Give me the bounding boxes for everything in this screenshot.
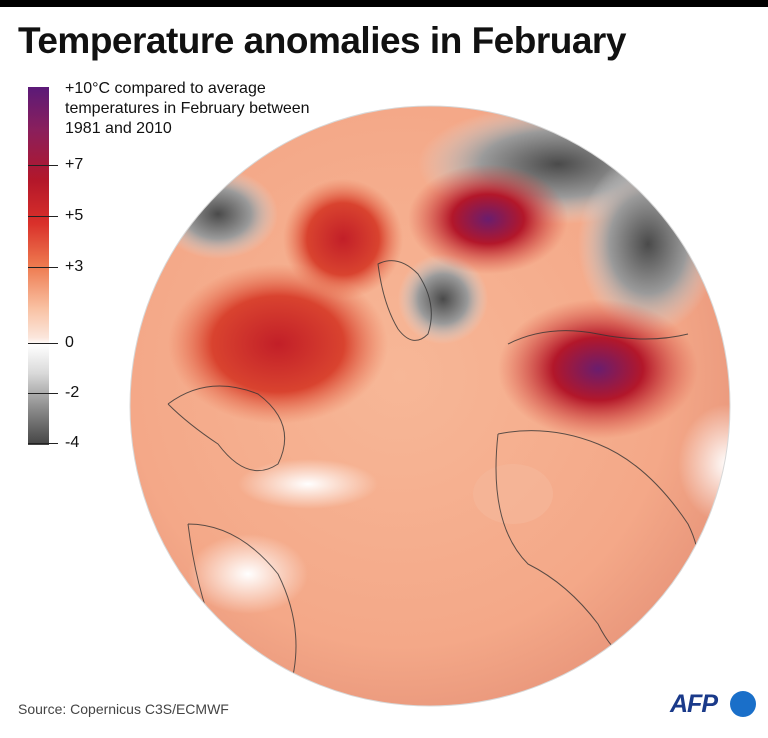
legend-tick xyxy=(28,216,58,217)
page-title: Temperature anomalies in February xyxy=(18,20,626,61)
legend-tick xyxy=(28,443,58,444)
hot-area-europe xyxy=(498,299,698,439)
legend-tick-label: -4 xyxy=(65,434,80,451)
warm-area-canada-arctic xyxy=(283,179,403,299)
legend-tick-label: 0 xyxy=(65,334,74,351)
source-credit: Source: Copernicus C3S/ECMWF xyxy=(18,701,229,717)
globe-map xyxy=(129,105,731,707)
legend-tick-label: +7 xyxy=(65,156,84,173)
legend-color-scale xyxy=(28,87,49,445)
legend-tick-label: -2 xyxy=(65,384,80,401)
legend-tick-label: +5 xyxy=(65,207,84,224)
color-legend: +10°C compared to average temperatures i… xyxy=(28,80,328,455)
globe-edge xyxy=(129,105,731,707)
legend-tick xyxy=(28,343,58,344)
europe-outline xyxy=(507,330,689,345)
mild-area-africa xyxy=(473,464,553,524)
afp-logo-text: AFP xyxy=(670,690,718,718)
legend-note: +10°C compared to average temperatures i… xyxy=(65,80,310,137)
cold-area-greenland xyxy=(398,254,488,344)
top-rule xyxy=(0,0,768,7)
afp-logo: AFP xyxy=(670,690,756,722)
legend-tick xyxy=(28,267,58,268)
neutral-area-south-america xyxy=(188,534,308,614)
legend-tick-label: +3 xyxy=(65,258,84,275)
north-america-outline xyxy=(167,385,286,472)
neutral-area-atlantic xyxy=(238,459,378,509)
greenland-outline xyxy=(377,260,432,341)
warm-area-north-america xyxy=(168,264,388,424)
hot-area-arctic-siberia xyxy=(408,164,568,274)
afp-logo-dot xyxy=(730,691,756,717)
legend-tick xyxy=(28,165,58,166)
legend-tick xyxy=(28,393,58,394)
